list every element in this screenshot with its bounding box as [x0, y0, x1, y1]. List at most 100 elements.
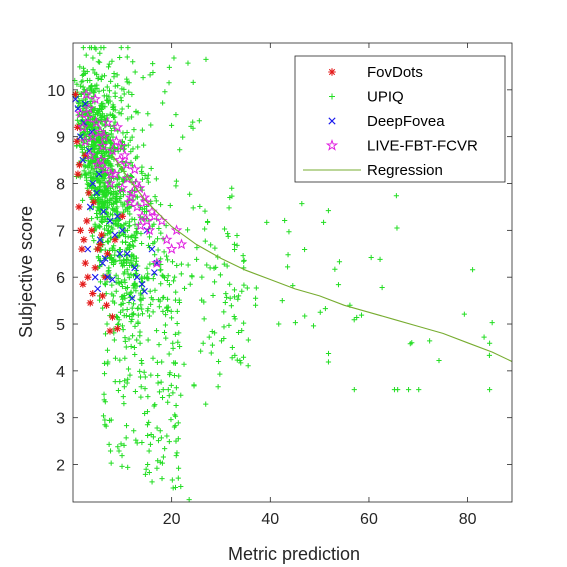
upiq-point: [104, 84, 110, 90]
upiq-point: [234, 232, 240, 239]
upiq-point: [126, 299, 132, 306]
legend-symbol-deepfovea: [328, 117, 336, 125]
upiq-point: [106, 94, 112, 100]
upiq-point: [405, 386, 412, 393]
upiq-point: [142, 471, 149, 477]
upiq-point: [87, 121, 93, 127]
live-fbt-fcvr-point: [111, 121, 124, 133]
upiq-point: [97, 224, 103, 230]
upiq-point: [185, 262, 191, 268]
upiq-point: [335, 282, 342, 288]
live-fbt-fcvr-point: [128, 163, 141, 175]
upiq-point: [200, 340, 206, 346]
upiq-point: [102, 281, 108, 287]
upiq-point: [240, 253, 246, 259]
upiq-point: [96, 208, 103, 214]
upiq-point: [119, 106, 125, 112]
upiq-point: [117, 309, 124, 315]
upiq-point: [111, 70, 117, 77]
upiq-point: [158, 230, 164, 236]
upiq-point: [169, 477, 175, 483]
upiq-point: [164, 277, 170, 284]
upiq-point: [252, 295, 259, 301]
upiq-point: [203, 401, 209, 407]
upiq-point: [95, 109, 102, 115]
upiq-point: [487, 386, 493, 393]
upiq-point: [128, 259, 134, 265]
upiq-point: [148, 122, 154, 128]
upiq-point: [147, 441, 154, 447]
upiq-point: [138, 384, 144, 390]
live-fbt-fcvr-point: [165, 243, 178, 254]
live-fbt-fcvr-point: [126, 186, 138, 198]
deepfovea-point: [77, 133, 84, 141]
upiq-point: [107, 98, 113, 104]
upiq-point: [123, 423, 130, 429]
live-fbt-fcvr-point: [83, 102, 95, 114]
upiq-point: [102, 417, 108, 423]
upiq-point: [109, 58, 115, 64]
upiq-point: [218, 338, 225, 344]
upiq-point: [112, 114, 118, 120]
upiq-point: [124, 54, 130, 60]
upiq-point: [148, 301, 154, 307]
upiq-point: [235, 296, 241, 302]
upiq-point: [129, 134, 135, 140]
upiq-point: [160, 273, 166, 279]
upiq-point: [129, 311, 135, 317]
upiq-point: [125, 366, 132, 372]
y-tick-label: 5: [56, 317, 65, 334]
fovdots-point: [75, 161, 84, 169]
upiq-point: [98, 76, 104, 83]
upiq-point: [137, 333, 143, 339]
upiq-point: [130, 59, 136, 65]
upiq-point: [132, 351, 138, 358]
deepfovea-point: [93, 189, 101, 197]
ticks: 20 40 60 80 2 3 4 5 6 7 8 9 10: [47, 43, 512, 528]
upiq-point: [96, 59, 103, 65]
upiq-point: [164, 433, 170, 439]
upiq-point: [224, 294, 230, 300]
upiq-point: [108, 254, 114, 261]
upiq-point: [150, 434, 157, 440]
upiq-point: [223, 290, 229, 297]
upiq-point: [194, 245, 200, 251]
upiq-point: [156, 389, 163, 395]
upiq-point: [186, 497, 192, 503]
upiq-point: [208, 350, 214, 356]
upiq-point: [118, 111, 124, 117]
upiq-point: [105, 153, 111, 159]
upiq-point: [120, 327, 126, 333]
series-live-fbt-fcvr: [74, 88, 188, 269]
legend-label: FovDots: [367, 64, 423, 81]
upiq-point: [112, 355, 119, 361]
deepfovea-point: [109, 276, 116, 283]
upiq-point: [87, 174, 93, 181]
upiq-point: [115, 222, 122, 228]
upiq-point: [117, 357, 123, 363]
upiq-point: [198, 348, 204, 354]
upiq-point: [126, 336, 132, 342]
upiq-point: [215, 358, 222, 365]
upiq-point: [201, 316, 207, 322]
upiq-point: [145, 394, 151, 400]
upiq-point: [155, 438, 162, 444]
upiq-point: [302, 313, 308, 319]
upiq-point: [129, 216, 135, 222]
upiq-point: [168, 382, 174, 388]
upiq-point: [102, 104, 108, 110]
upiq-point: [165, 273, 171, 279]
upiq-point: [127, 137, 133, 144]
upiq-point: [166, 64, 172, 70]
upiq-point: [145, 337, 151, 343]
upiq-point: [153, 176, 159, 182]
fovdots-point: [74, 170, 82, 178]
upiq-point: [133, 109, 139, 115]
upiq-point: [158, 379, 164, 385]
upiq-point: [122, 239, 129, 246]
fovdots-point: [81, 259, 89, 267]
upiq-point: [147, 72, 153, 78]
upiq-point: [202, 208, 208, 214]
deepfovea-point: [84, 245, 92, 253]
upiq-point: [131, 232, 137, 238]
